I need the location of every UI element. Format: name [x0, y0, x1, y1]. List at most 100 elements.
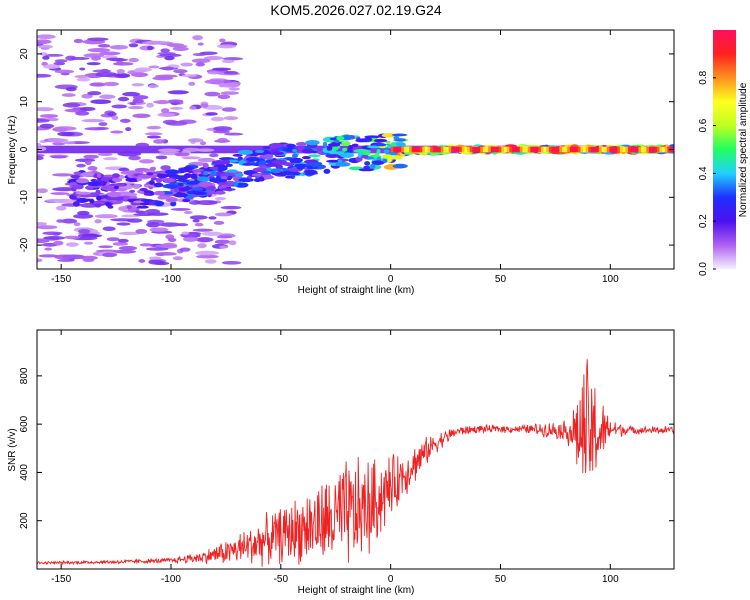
heatmap-cell — [192, 219, 200, 223]
heatmap-ridge-cell — [572, 146, 576, 153]
heatmap-ridge-cell — [525, 146, 529, 153]
heatmap-ridge-cell — [556, 146, 560, 153]
x-tick-label: 50 — [495, 274, 507, 285]
heatmap-cell — [214, 190, 226, 195]
heatmap-cell — [198, 181, 213, 187]
heatmap-cell — [214, 212, 233, 217]
heatmap-cell — [79, 236, 98, 241]
heatmap-cell — [79, 106, 96, 112]
heatmap-cell — [337, 159, 343, 163]
heatmap-ridge-cell — [445, 146, 449, 153]
heatmap-cell — [157, 148, 181, 153]
spectrogram-x-label: Height of straight line (km) — [298, 285, 415, 296]
heatmap-cell — [118, 206, 127, 211]
heatmap-cell — [246, 157, 260, 162]
heatmap-cell — [57, 131, 75, 137]
heatmap-ridge-cell — [609, 146, 613, 153]
heatmap-cell — [161, 66, 175, 71]
heatmap-cell — [311, 150, 318, 154]
heatmap-cell — [221, 107, 237, 112]
heatmap-cell — [125, 127, 132, 132]
heatmap-cell — [73, 222, 81, 227]
heatmap-cell — [228, 87, 240, 91]
heatmap-cell — [183, 173, 193, 179]
heatmap-cell — [192, 228, 214, 232]
heatmap-cell — [153, 190, 166, 196]
y-tick-label: 10 — [19, 96, 30, 108]
x-tick-label: -50 — [274, 574, 289, 585]
heatmap-cell — [199, 51, 218, 55]
heatmap-cell — [99, 94, 116, 100]
heatmap-cell — [254, 149, 265, 154]
heatmap-cell — [90, 99, 112, 105]
heatmap-ridge-cell — [596, 146, 600, 153]
heatmap-cell — [216, 235, 233, 239]
heatmap-cell — [197, 42, 204, 46]
heatmap-cell — [128, 57, 139, 63]
heatmap-ridge-cell — [469, 146, 473, 153]
heatmap-cell — [275, 164, 283, 170]
spectrogram-x-ticks: -150 -100 -50 0 50 100 — [51, 30, 619, 285]
heatmap-cell — [296, 165, 305, 170]
heatmap-cell — [89, 198, 95, 204]
heatmap-ridge-cell — [401, 146, 405, 153]
heatmap-ridge-cell — [622, 146, 626, 153]
heatmap-cell — [183, 236, 199, 242]
heatmap-cell — [37, 222, 48, 226]
heatmap-cell — [170, 207, 191, 211]
heatmap-cell — [114, 73, 131, 79]
heatmap-ridge-cell — [456, 146, 460, 153]
heatmap-cell — [37, 39, 52, 45]
heatmap-cell — [39, 123, 55, 129]
heatmap-ridge-cell — [585, 146, 589, 153]
heatmap-ridge-cell — [517, 146, 521, 153]
heatmap-cell — [83, 154, 99, 159]
heatmap-cell — [81, 119, 105, 123]
heatmap-cell — [110, 218, 135, 222]
x-tick-label: -100 — [161, 274, 181, 285]
colorbar-tick-label: 0.8 — [698, 70, 709, 84]
heatmap-cell — [56, 219, 65, 223]
heatmap-cell — [326, 145, 333, 151]
heatmap-cell — [47, 138, 69, 143]
heatmap-ridge-cell — [643, 146, 647, 153]
heatmap-ridge-cell — [617, 146, 621, 153]
heatmap-cell — [43, 64, 60, 69]
heatmap-cell — [315, 162, 323, 165]
heatmap-cell — [54, 254, 75, 260]
heatmap-cell — [212, 67, 232, 71]
heatmap-cell — [149, 256, 162, 261]
heatmap-cell — [37, 142, 42, 147]
heatmap-ridge-cell — [569, 146, 573, 153]
heatmap-cell — [44, 247, 52, 251]
heatmap-ridge-cell — [564, 146, 568, 153]
heatmap-cell — [117, 151, 142, 157]
heatmap-ridge-cell — [490, 146, 494, 153]
heatmap-cell — [91, 201, 105, 205]
heatmap-cell — [263, 153, 274, 159]
heatmap-cell — [135, 228, 148, 234]
heatmap-ridge-cell — [535, 146, 539, 153]
heatmap-ridge-cell — [498, 146, 502, 153]
heatmap-cell — [89, 82, 107, 87]
heatmap-cell — [111, 104, 128, 109]
heatmap-cell — [144, 40, 168, 45]
heatmap-cell — [301, 155, 311, 160]
heatmap-cell — [154, 200, 165, 207]
heatmap-cell — [213, 126, 233, 132]
heatmap-cell — [221, 176, 228, 180]
heatmap-cell — [195, 200, 218, 206]
heatmap-cell — [37, 225, 58, 230]
heatmap-cell — [157, 195, 168, 200]
heatmap-cell — [270, 168, 282, 174]
heatmap-cell — [112, 241, 129, 246]
heatmap-cell — [37, 118, 50, 123]
heatmap-ridge-cell — [627, 146, 631, 153]
heatmap-cell — [286, 143, 296, 148]
heatmap-cell — [160, 48, 170, 53]
heatmap-cell — [173, 69, 188, 74]
heatmap-cell — [188, 81, 196, 86]
heatmap-ridge-cell — [506, 146, 510, 153]
heatmap-cell — [164, 56, 175, 61]
